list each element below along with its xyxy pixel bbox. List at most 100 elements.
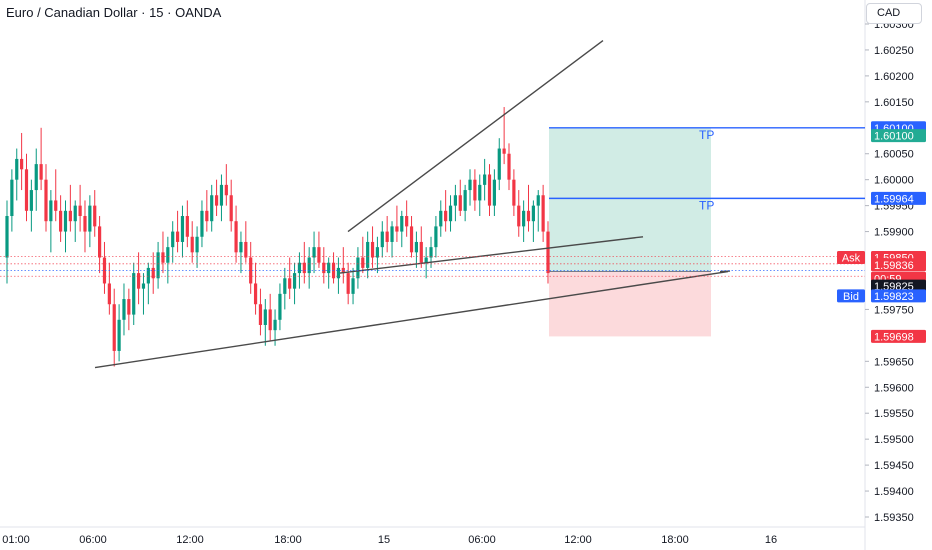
- candle: [229, 179, 233, 232]
- candle-body: [458, 195, 462, 211]
- candle-body: [502, 148, 506, 154]
- candle: [117, 304, 121, 362]
- candle: [307, 247, 311, 289]
- candle: [249, 241, 253, 294]
- candle-body: [361, 257, 365, 268]
- tp-label: TP: [699, 128, 714, 142]
- candle: [268, 293, 272, 341]
- candle: [63, 200, 68, 253]
- candle: [444, 190, 448, 232]
- candle: [122, 283, 126, 336]
- candle: [244, 221, 248, 263]
- candle-body: [453, 195, 457, 206]
- candle-body: [24, 169, 29, 211]
- candle: [136, 252, 141, 305]
- candle: [5, 200, 9, 284]
- candle-body: [531, 205, 535, 222]
- candle: [146, 262, 150, 305]
- price-tag-value: 1.59964: [874, 193, 914, 205]
- price-tick-label: 1.59350: [874, 512, 914, 524]
- price-tag: 1.60100: [871, 129, 926, 143]
- candle: [78, 184, 82, 232]
- candle: [356, 247, 360, 289]
- price-tag: 1.59836: [871, 258, 926, 272]
- candle-body: [39, 164, 43, 180]
- price-tag-label-box: [837, 289, 865, 303]
- candle: [175, 210, 180, 253]
- candle: [317, 231, 321, 268]
- price-tick-label: 1.59450: [874, 460, 914, 472]
- candle-body: [409, 226, 414, 253]
- short-support-line[interactable]: [719, 270, 731, 273]
- candle-body: [444, 210, 448, 222]
- price-axis[interactable]: 1.603001.602501.602001.601501.600501.600…: [865, 19, 914, 524]
- candle: [487, 164, 492, 217]
- candle: [434, 216, 438, 258]
- candle-body: [112, 304, 116, 351]
- price-tick-label: 1.60050: [874, 149, 914, 161]
- grid-layer: [0, 0, 866, 550]
- candle-body: [395, 226, 399, 232]
- price-tick-label: 1.60000: [874, 175, 914, 187]
- candle: [83, 200, 87, 253]
- candle-body: [346, 273, 350, 294]
- price-tick-label: 1.59750: [874, 304, 914, 316]
- middle-channel-trendline[interactable]: [339, 236, 644, 274]
- candle: [68, 184, 72, 232]
- candle: [414, 231, 419, 268]
- candle: [468, 169, 472, 206]
- candle-body: [292, 273, 297, 289]
- drawing-lines[interactable]: [94, 40, 731, 369]
- candle: [288, 257, 292, 300]
- price-tag-box: [871, 129, 926, 143]
- candle-body: [507, 153, 511, 180]
- price-lines: TP TP: [0, 127, 865, 277]
- candle-body: [336, 267, 341, 279]
- candle: [336, 257, 341, 294]
- candle: [390, 221, 394, 258]
- candle-body: [34, 164, 38, 191]
- candle-body: [93, 205, 97, 227]
- time-axis[interactable]: 01:00 06:00 12:00 18:00 15 06:00 12:00 18:00 16: [2, 534, 777, 546]
- candle-body: [390, 226, 394, 242]
- candle: [297, 252, 302, 289]
- symbol-title[interactable]: Euro / Canadian Dollar · 15 · OANDA: [6, 5, 222, 20]
- candle: [512, 169, 516, 217]
- candle-body: [234, 221, 238, 253]
- candle-body: [132, 273, 136, 315]
- candle: [448, 195, 453, 232]
- candle: [473, 169, 477, 211]
- upper-channel-trendline[interactable]: [347, 40, 604, 233]
- candle: [400, 210, 404, 248]
- lower-support-trendline[interactable]: [94, 270, 729, 369]
- currency-button[interactable]: CAD: [866, 3, 922, 24]
- candle-body: [380, 231, 384, 248]
- candle: [239, 231, 243, 274]
- candle: [29, 179, 33, 232]
- candle-body: [180, 216, 185, 242]
- candle-body: [127, 299, 131, 315]
- candle: [502, 107, 506, 165]
- candle-body: [526, 210, 531, 222]
- candle-body: [283, 278, 287, 294]
- price-tick-label: 1.59550: [874, 408, 914, 420]
- price-tag-value: 1.59836: [874, 260, 914, 272]
- profit-zone: [549, 127, 711, 272]
- candle-body: [210, 195, 214, 222]
- candle-body: [49, 200, 53, 222]
- candles-layer: [5, 107, 550, 367]
- candle-body: [175, 231, 180, 242]
- candle-body: [5, 216, 9, 258]
- candle: [151, 252, 155, 294]
- candle: [292, 262, 297, 305]
- candle-body: [429, 247, 433, 258]
- candle-body: [122, 299, 126, 320]
- candle: [102, 241, 107, 294]
- price-tag-box: [871, 191, 926, 205]
- candle-body: [492, 179, 496, 206]
- time-tick-label: 12:00: [564, 534, 592, 546]
- candle-body: [88, 205, 92, 232]
- candle: [531, 200, 535, 242]
